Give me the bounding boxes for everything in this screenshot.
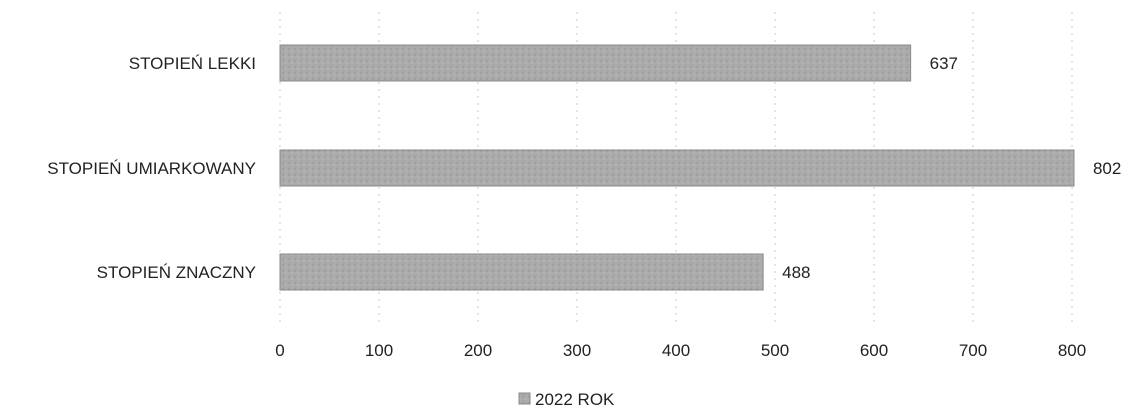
x-tick-label: 200 bbox=[464, 341, 492, 360]
x-tick-label: 400 bbox=[662, 341, 690, 360]
x-tick-label: 100 bbox=[365, 341, 393, 360]
category-label: STOPIEŃ ZNACZNY bbox=[97, 263, 256, 282]
legend-swatch bbox=[518, 392, 531, 405]
x-tick-label: 300 bbox=[563, 341, 591, 360]
x-tick-label: 700 bbox=[959, 341, 987, 360]
legend-label: 2022 ROK bbox=[535, 390, 615, 409]
category-label: STOPIEŃ UMIARKOWANY bbox=[47, 159, 256, 178]
labels: 0 100 200 300 400 500 600 700 800 STOPIEŃ LEKKI 63… bbox=[47, 54, 1121, 360]
bars bbox=[279, 44, 1075, 291]
x-tick-label: 0 bbox=[275, 341, 284, 360]
x-tick-label: 500 bbox=[761, 341, 789, 360]
data-label: 802 bbox=[1093, 159, 1121, 178]
data-label: 637 bbox=[930, 54, 958, 73]
bar bbox=[279, 44, 912, 82]
x-tick-label: 600 bbox=[860, 341, 888, 360]
bar bbox=[279, 253, 764, 291]
data-label: 488 bbox=[782, 263, 810, 282]
x-tick-label: 800 bbox=[1058, 341, 1086, 360]
legend: 2022 ROK bbox=[518, 390, 615, 409]
bar bbox=[279, 149, 1075, 187]
category-label: STOPIEŃ LEKKI bbox=[129, 54, 256, 73]
